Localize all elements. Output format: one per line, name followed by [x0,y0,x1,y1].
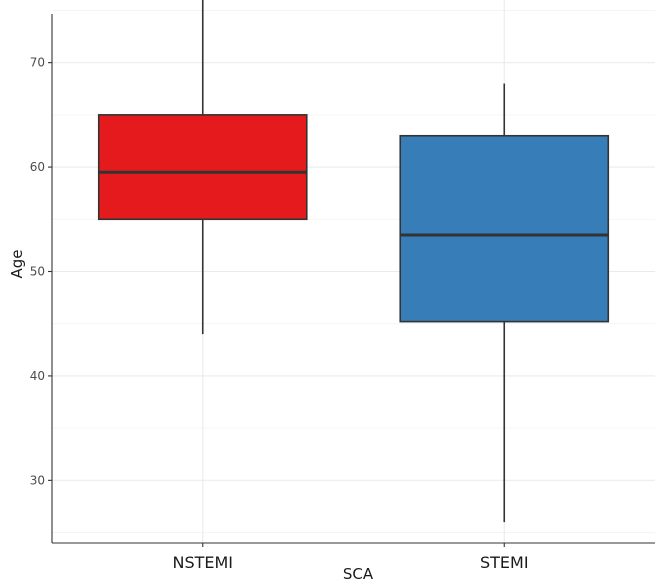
y-axis-title: Age [8,249,26,278]
box-stemi [399,83,610,523]
x-tick-label: STEMI [480,553,529,572]
y-tick-label: 40 [30,369,45,383]
y-tick-label: 60 [30,160,45,174]
axes [48,14,655,547]
iqr-box [97,114,308,221]
x-tick-label: NSTEMI [172,553,233,572]
box-nstemi [97,0,308,335]
y-tick-label: 70 [30,56,45,70]
y-tick-label: 50 [30,265,45,279]
x-axis-title: SCA [343,565,374,581]
iqr-box [399,134,610,323]
axis-labels: 30 40 50 60 70 NSTEMI STEMI [30,56,529,572]
box-plot-marks [97,0,610,523]
y-tick-label: 30 [30,473,45,487]
